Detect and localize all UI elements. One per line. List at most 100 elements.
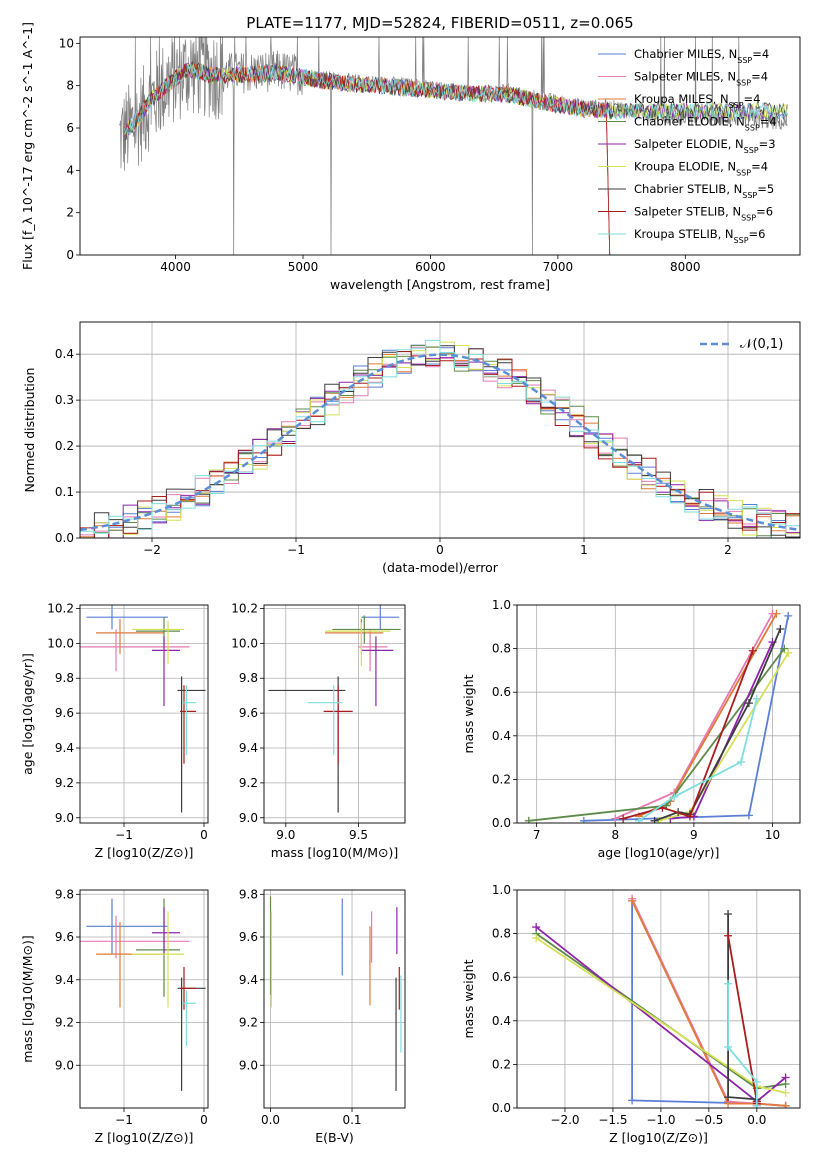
weight-line bbox=[727, 983, 758, 1106]
errorbar-6 bbox=[325, 622, 391, 667]
errorbar-8 bbox=[180, 966, 196, 1010]
weight-marker bbox=[784, 648, 793, 657]
y-tick-label: 1.0 bbox=[492, 883, 511, 897]
x-tick-label: 0.0 bbox=[261, 1113, 280, 1127]
weight-marker bbox=[724, 909, 733, 918]
y-tick-label: 0.6 bbox=[492, 970, 511, 984]
x-axis-label: E(B-V) bbox=[315, 1130, 354, 1145]
y-tick-label: 9.0 bbox=[55, 811, 74, 825]
y-tick-label: 0.2 bbox=[492, 1057, 511, 1071]
axes-age_vs_mass: 9.0 9.5 9.0 9.2 9.4 9.6 9.8 10.0 10.2 mass [log10… bbox=[231, 601, 406, 860]
axes-spectrum: 4000 5000 6000 7000 8000 0 2 4 6 8 10 wavelength [A… bbox=[20, 22, 801, 292]
x-tick-label: 9 bbox=[690, 828, 698, 842]
weight-marker bbox=[752, 694, 761, 703]
x-tick-label: −1.0 bbox=[646, 1113, 675, 1127]
weight-marker bbox=[670, 792, 679, 801]
y-tick-label: 0.2 bbox=[55, 439, 74, 453]
normal-curve-legend-label: 𝒩(0,1) bbox=[740, 337, 783, 352]
y-tick-label: 0.4 bbox=[492, 1014, 511, 1028]
y-tick-label: 0.0 bbox=[492, 1101, 511, 1115]
errorbar-3 bbox=[96, 922, 164, 1008]
weight-marker bbox=[780, 644, 789, 653]
x-tick-label: 1 bbox=[580, 543, 588, 557]
weight-marker bbox=[685, 812, 694, 821]
errorbar-2 bbox=[80, 629, 190, 672]
x-axis-label: age [log10(age/yr)] bbox=[598, 845, 720, 860]
errorbar-5 bbox=[152, 907, 180, 955]
weight-marker bbox=[650, 816, 659, 823]
legend-label-6: Kroupa ELODIE, NSSP=4 bbox=[634, 160, 768, 178]
weight-marker bbox=[748, 646, 757, 655]
histogram-8 bbox=[80, 351, 800, 538]
errorbar-1 bbox=[361, 605, 400, 630]
weight-marker bbox=[634, 816, 643, 823]
y-tick-label: 9.4 bbox=[239, 973, 258, 987]
weight-marker bbox=[724, 979, 733, 988]
x-tick-label: 0.1 bbox=[342, 1113, 361, 1127]
overlay-age_vs_Z: −1 0 9.0 9.2 9.4 9.6 9.8 10.0 10.2 Z [log10(Z/Z⊙)… bbox=[20, 601, 209, 860]
model-spectrum-9 bbox=[124, 63, 788, 136]
errorbar-3 bbox=[325, 618, 384, 654]
weight-line bbox=[528, 648, 786, 822]
y-tick-label: 9.2 bbox=[55, 776, 74, 790]
weight-marker bbox=[579, 816, 588, 823]
plot-area-residuals bbox=[80, 339, 800, 538]
errorbar-5 bbox=[152, 636, 180, 707]
x-tick-label: 0 bbox=[200, 828, 208, 842]
overlay-weight_vs_age: 7 8 9 10 0.0 0.2 0.4 0.6 0.8 1.0 age [log10(age/yr… bbox=[461, 598, 801, 860]
y-axis-label: mass [log10(M/M⊙)] bbox=[20, 935, 35, 1063]
y-axis-label: mass weight bbox=[461, 959, 476, 1038]
y-tick-label: 0.8 bbox=[492, 642, 511, 656]
axes-frame bbox=[263, 889, 406, 1109]
x-tick-label: 7000 bbox=[543, 260, 574, 274]
weight-marker bbox=[737, 757, 746, 766]
axes-mass_vs_Z: −1 0 9.0 9.2 9.4 9.6 9.8 Z [log10(Z/Z⊙)] mass [l… bbox=[20, 887, 209, 1145]
y-tick-label: 9.8 bbox=[55, 671, 74, 685]
weight-line bbox=[631, 900, 786, 1107]
overlay-mass_vs_Z: −1 0 9.0 9.2 9.4 9.6 9.8 Z [log10(Z/Z⊙)] mass [l… bbox=[20, 887, 209, 1145]
axes-weight_vs_Z: −2.0 −1.5 −1.0 −0.5 0.0 0.0 0.2 0.4 0.6 0.8 1.0 Z [… bbox=[461, 883, 801, 1145]
weight-marker bbox=[752, 1077, 761, 1086]
weight-marker bbox=[784, 611, 793, 620]
axes-frame bbox=[263, 604, 406, 824]
errorbar-1 bbox=[86, 605, 168, 630]
errorbar-1 bbox=[86, 898, 168, 955]
x-tick-label: 6000 bbox=[415, 260, 446, 274]
weight-marker bbox=[781, 1101, 790, 1108]
errorbar-7 bbox=[177, 676, 206, 813]
y-tick-label: 9.0 bbox=[55, 1058, 74, 1072]
x-axis-label: (data-model)/error bbox=[382, 560, 499, 575]
weight-marker bbox=[619, 814, 628, 823]
errorbar-4 bbox=[332, 615, 401, 644]
axes-age_vs_Z: −1 0 9.0 9.2 9.4 9.6 9.8 10.0 10.2 Z [log10(Z/Z⊙)… bbox=[20, 601, 209, 860]
x-tick-label: −1 bbox=[115, 828, 133, 842]
x-tick-label: 7 bbox=[533, 828, 541, 842]
x-tick-label: 2 bbox=[724, 543, 732, 557]
y-tick-label: 10.2 bbox=[47, 601, 74, 615]
legend-label-7: Chabrier STELIB, NSSP=5 bbox=[634, 182, 774, 200]
x-tick-label: 0.0 bbox=[747, 1113, 766, 1127]
axes-frame bbox=[79, 889, 209, 1109]
errorbar-9 bbox=[182, 685, 196, 755]
y-tick-label: 9.6 bbox=[239, 706, 258, 720]
overlay-weight_vs_Z: −2.0 −1.5 −1.0 −0.5 0.0 0.0 0.2 0.4 0.6 0.8 1.0 Z [… bbox=[461, 883, 801, 1145]
x-tick-label: −1 bbox=[115, 1113, 133, 1127]
x-axis-label: mass [log10(M/M⊙)] bbox=[271, 845, 399, 860]
errorbar-4 bbox=[136, 617, 180, 646]
y-tick-label: 10.0 bbox=[47, 636, 74, 650]
errorbar-5 bbox=[361, 636, 394, 707]
weight-series-9 bbox=[724, 979, 761, 1108]
weight-line bbox=[638, 698, 758, 822]
histogram-7 bbox=[80, 345, 800, 538]
y-tick-label: 8 bbox=[66, 79, 74, 93]
x-axis-label: Z [log10(Z/Z⊙)] bbox=[609, 1130, 708, 1145]
weight-marker bbox=[628, 896, 637, 905]
legend-label-8: Salpeter STELIB, NSSP=6 bbox=[634, 205, 773, 223]
x-tick-label: 10 bbox=[765, 828, 780, 842]
y-tick-label: 4 bbox=[66, 163, 74, 177]
y-tick-label: 0.0 bbox=[55, 531, 74, 545]
y-tick-label: 9.8 bbox=[239, 887, 258, 901]
spectrum-legend: Chabrier MILES, NSSP=4 Salpeter MILES, NS… bbox=[598, 47, 777, 245]
y-tick-label: 9.4 bbox=[55, 973, 74, 987]
errorbar-9 bbox=[307, 685, 343, 755]
